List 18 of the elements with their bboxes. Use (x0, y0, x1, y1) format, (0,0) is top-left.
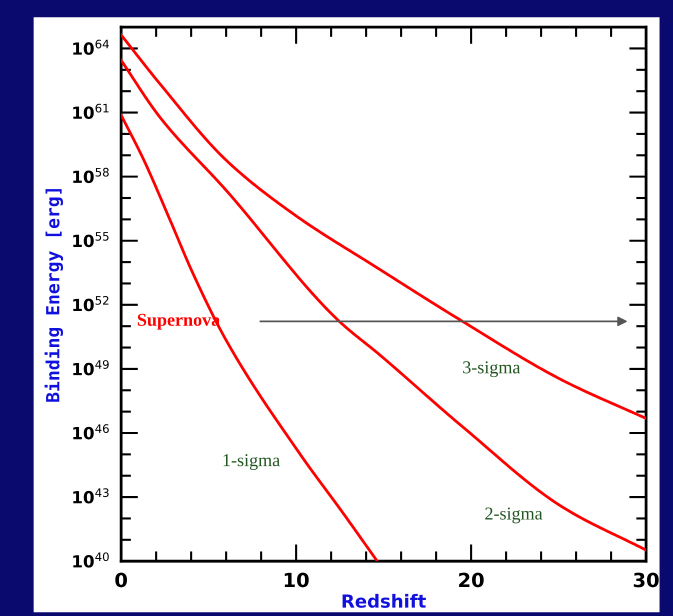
x-tick-label: 30 (634, 572, 659, 588)
x-tick-label: 0 (115, 572, 127, 588)
y-tick-label: 10$^{52}$ (73, 296, 108, 312)
series-label: 3-sigma (463, 361, 520, 378)
y-axis-title: Binding Energy [erg] (44, 189, 64, 402)
y-tick-label: 10$^{64}$ (73, 40, 109, 55)
y-tick-label: 10$^{46}$ (73, 424, 109, 440)
series-label: 1-sigma (224, 454, 280, 470)
x-tick-label: 10 (284, 572, 309, 588)
x-tick-label: 20 (459, 572, 484, 588)
series-label: 2-sigma (485, 507, 542, 524)
y-tick-label: 10$^{58}$ (73, 168, 109, 184)
x-axis-title: Redshift (342, 594, 426, 608)
y-tick-label: 10$^{40}$ (73, 552, 109, 568)
y-tick-label: 10$^{61}$ (73, 104, 108, 119)
y-tick-label: 10$^{55}$ (73, 232, 109, 248)
y-tick-label: 10$^{49}$ (73, 360, 109, 376)
y-tick-label: 10$^{43}$ (73, 488, 109, 504)
